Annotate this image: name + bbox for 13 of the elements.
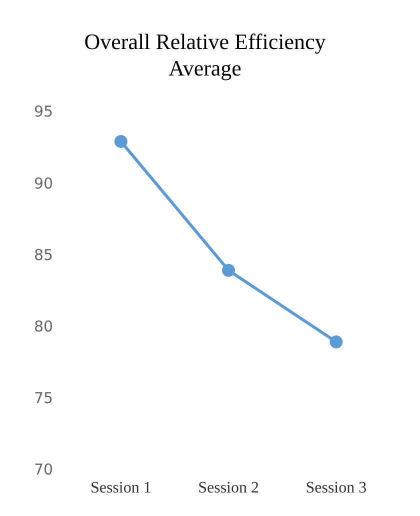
chart-title: Overall Relative Efficiency Average [84, 28, 326, 80]
x-tick-label: Session 2 [198, 480, 259, 497]
y-tick-label: 85 [34, 246, 54, 264]
point [222, 264, 236, 277]
x-tick-label: Session 1 [90, 480, 152, 497]
point [330, 335, 343, 348]
point [114, 134, 128, 148]
y-tick-label: 95 [34, 102, 54, 121]
x-tick-label: Session 3 [306, 480, 367, 497]
y-tick-label: 70 [34, 460, 54, 479]
y-tick-label: 90 [34, 174, 54, 192]
y-tick-label: 80 [34, 317, 54, 336]
y-tick-label: 75 [34, 389, 54, 408]
